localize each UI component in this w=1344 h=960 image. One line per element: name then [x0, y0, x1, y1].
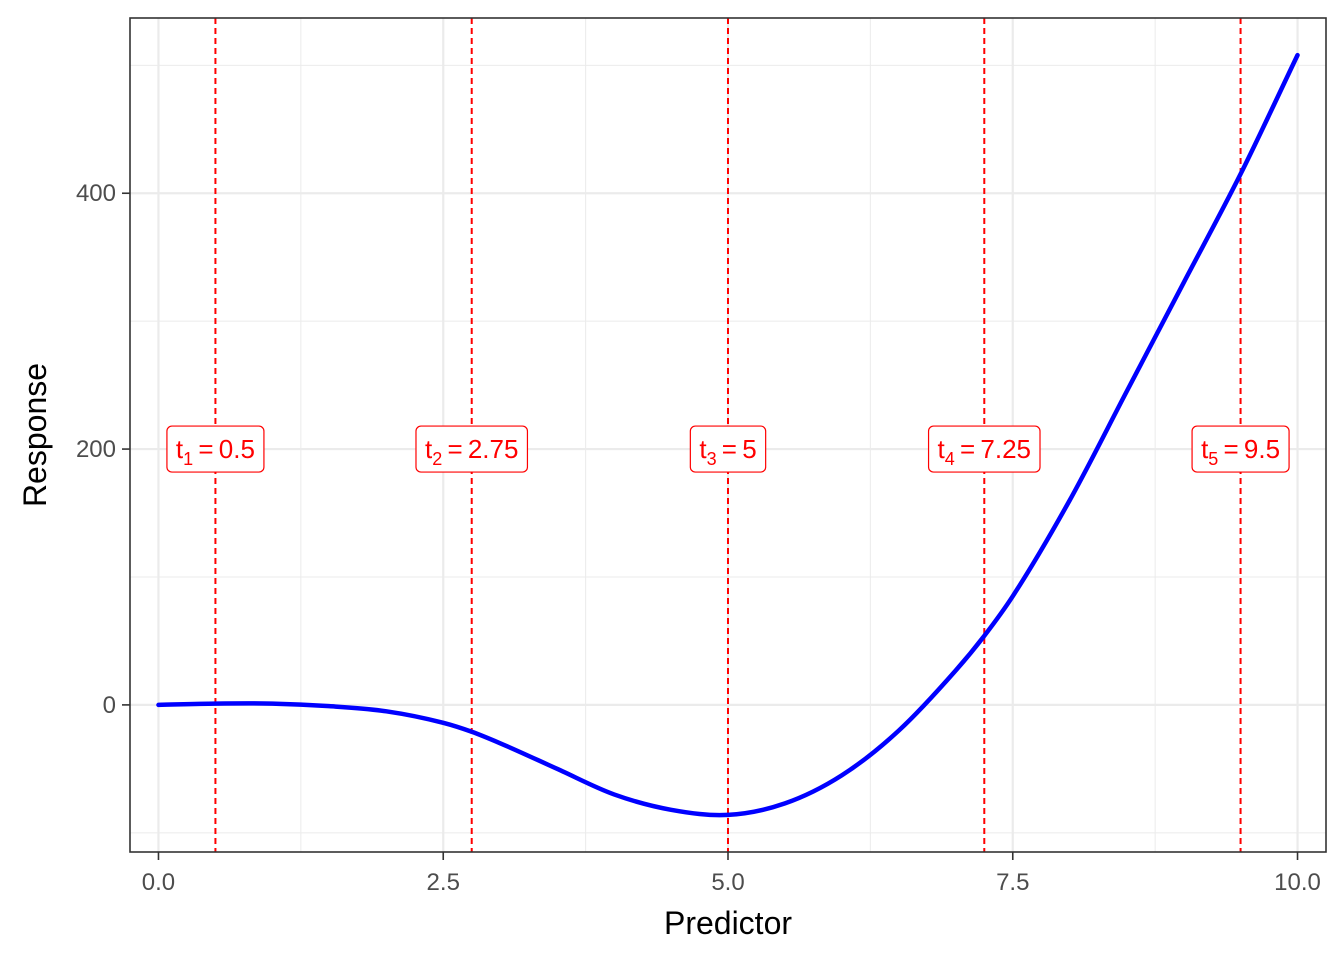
y-tick-label: 0 [103, 692, 116, 719]
knot-label-eq: = [442, 434, 468, 464]
knot-label-text: t3 = 5 [699, 434, 756, 469]
knot-label-text: t5 = 9.5 [1201, 434, 1280, 469]
knot-label: t2 = 2.75 [415, 425, 529, 473]
knot-label: t4 = 7.25 [927, 425, 1041, 473]
knot-label-value: 7.25 [980, 434, 1031, 464]
knot-label-text: t1 = 0.5 [176, 434, 255, 469]
x-tick-label: 0.0 [142, 869, 175, 896]
x-tick-label: 10.0 [1274, 869, 1321, 896]
knot-label-eq: = [1218, 434, 1244, 464]
knot-label-t: t [699, 434, 707, 464]
knot-label: t5 = 9.5 [1191, 425, 1290, 473]
knot-label-value: 9.5 [1244, 434, 1280, 464]
knot-label-text: t4 = 7.25 [938, 434, 1031, 469]
knot-label-sub: 4 [945, 449, 955, 469]
knot-label-sub: 1 [183, 449, 193, 469]
knot-label: t3 = 5 [689, 425, 767, 473]
knot-label-eq: = [193, 434, 219, 464]
series-line [156, 52, 1300, 818]
x-axis-title: Predictor [664, 905, 792, 941]
knot-label-value: 5 [742, 434, 756, 464]
y-tick-label: 200 [76, 436, 116, 463]
knot-label: t1 = 0.5 [166, 425, 265, 473]
knot-label-eq: = [717, 434, 743, 464]
knot-label-t: t [176, 434, 184, 464]
knot-label-box [166, 425, 265, 473]
knot-label-sub: 5 [1208, 449, 1218, 469]
knot-label-box [1191, 425, 1290, 473]
knot-label-sub: 2 [432, 449, 442, 469]
x-tick-label: 7.5 [996, 869, 1029, 896]
knot-labels: t1 = 0.5 t2 = 2.75 t3 = 5 t4 = 7.25 t5 = 9.5 [166, 425, 1290, 473]
knot-label-box [689, 425, 767, 473]
knot-label-t: t [1201, 434, 1209, 464]
series-layer [156, 52, 1300, 818]
y-axis-title: Response [17, 363, 53, 507]
knot-label-box [415, 425, 529, 473]
knot-lines [214, 18, 1242, 852]
knot-label-text: t2 = 2.75 [425, 434, 518, 469]
knot-label-eq: = [955, 434, 981, 464]
y-tick-label: 400 [76, 180, 116, 207]
knot-label-t: t [425, 434, 433, 464]
x-tick-label: 2.5 [427, 869, 460, 896]
x-tick-label: 5.0 [711, 869, 744, 896]
knot-label-sub: 3 [707, 449, 717, 469]
knot-label-value: 0.5 [219, 434, 255, 464]
knot-label-t: t [938, 434, 946, 464]
knot-label-box [927, 425, 1041, 473]
knot-label-value: 2.75 [468, 434, 519, 464]
y-axis: 0 200 400 [76, 180, 130, 719]
x-axis: 0.0 2.5 5.0 7.5 10.0 [142, 852, 1321, 896]
